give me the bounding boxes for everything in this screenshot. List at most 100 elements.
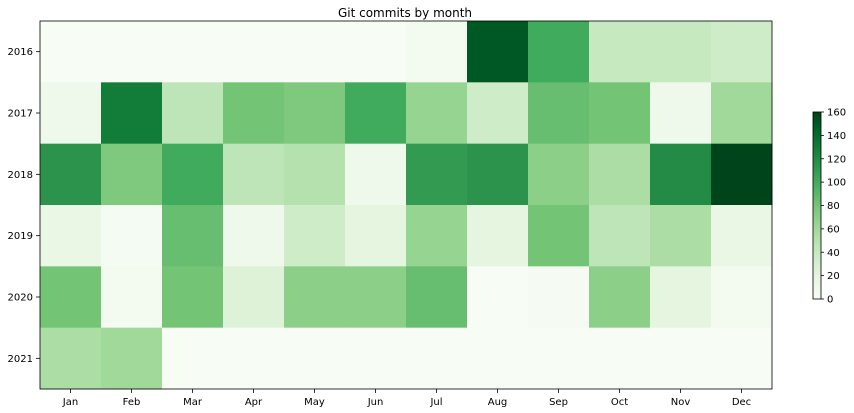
heatmap-cell-2017-jun <box>345 82 407 145</box>
x-tick-label-dec: Dec <box>732 397 751 408</box>
heatmap-cell-2019-jun <box>345 205 407 267</box>
heatmap-cell-2016-jul <box>406 21 468 83</box>
chart-title: Git commits by month <box>338 6 472 20</box>
heatmap-cell-2016-apr <box>223 21 285 83</box>
heatmap-cell-2019-sep <box>528 205 590 267</box>
heatmap-cell-2020-dec <box>711 266 773 329</box>
heatmap-cell-2020-oct <box>589 266 651 329</box>
heatmap-cell-2017-apr <box>223 82 285 145</box>
colorbar-tick-label-140: 140 <box>827 131 846 142</box>
heatmap-cell-2020-feb <box>101 266 163 329</box>
heatmap-cell-2017-feb <box>101 82 163 145</box>
heatmap-cell-2018-apr <box>223 143 285 206</box>
heatmap-cell-2019-oct <box>589 205 651 267</box>
y-tick-label-2021: 2021 <box>8 354 33 365</box>
heatmap-cell-2018-aug <box>467 143 529 206</box>
colorbar: 0 20 40 60 80 100 120 140 160 <box>812 108 846 306</box>
heatmap-cell-2018-jan <box>40 143 102 206</box>
x-tick-label-jun: Jun <box>367 397 384 408</box>
heatmap-cell-2018-mar <box>162 143 224 206</box>
colorbar-tick-label-100: 100 <box>827 178 846 189</box>
x-tick-label-oct: Oct <box>611 397 628 408</box>
heatmap-cell-2017-may <box>284 82 346 145</box>
heatmap-cell-2018-feb <box>101 143 163 206</box>
x-tick-label-jul: Jul <box>429 397 442 408</box>
heatmap-cell-2017-aug <box>467 82 529 145</box>
x-tick-label-nov: Nov <box>671 397 691 408</box>
heatmap-cell-2016-sep <box>528 21 590 83</box>
heatmap-cell-2018-may <box>284 143 346 206</box>
heatmap-cell-2021-dec <box>711 327 773 390</box>
heatmap-cell-2021-jul <box>406 327 468 390</box>
x-tick-label-may: May <box>304 397 325 408</box>
heatmap-cell-2016-may <box>284 21 346 83</box>
x-tick-label-apr: Apr <box>245 397 263 408</box>
heatmap-cell-2018-sep <box>528 143 590 206</box>
heatmap-cell-2021-apr <box>223 327 285 390</box>
x-tick-label-mar: Mar <box>183 397 203 408</box>
heatmap-cell-2020-sep <box>528 266 590 329</box>
heatmap-cell-2017-sep <box>528 82 590 145</box>
heatmap-cell-2020-jun <box>345 266 407 329</box>
heatmap-cell-2021-aug <box>467 327 529 390</box>
y-tick-label-2018: 2018 <box>8 170 33 181</box>
heatmap-cell-2016-nov <box>650 21 712 83</box>
heatmap-cell-2018-jun <box>345 143 407 206</box>
x-tick-label-aug: Aug <box>488 397 508 408</box>
heatmap-cell-2019-dec <box>711 205 773 267</box>
heatmap-cell-2017-jan <box>40 82 102 145</box>
heatmap-cell-2020-jan <box>40 266 102 329</box>
colorbar-tick-label-40: 40 <box>827 248 840 259</box>
plot-frame <box>39 20 773 390</box>
heatmap-cell-2017-nov <box>650 82 712 145</box>
heatmap-cell-2021-may <box>284 327 346 390</box>
heatmap-cell-2021-feb <box>101 327 163 390</box>
colorbar-tick-label-60: 60 <box>827 224 840 235</box>
heatmap-cell-2019-mar <box>162 205 224 267</box>
heatmap-cell-2018-oct <box>589 143 651 206</box>
heatmap-cell-2016-jan <box>40 21 102 83</box>
heatmap-cell-2017-jul <box>406 82 468 145</box>
y-tick-label-2017: 2017 <box>8 109 33 120</box>
heatmap-cell-2019-aug <box>467 205 529 267</box>
axes: Jan Feb Mar Apr May Jun Jul Aug Sep Oct Nov Dec 2016… <box>8 47 752 408</box>
heatmap-cell-2021-mar <box>162 327 224 390</box>
heatmap-cell-2021-nov <box>650 327 712 390</box>
x-tick-label-feb: Feb <box>123 397 141 408</box>
heatmap-cell-2021-sep <box>528 327 590 390</box>
heatmap-cell-2020-mar <box>162 266 224 329</box>
heatmap-cell-2019-jul <box>406 205 468 267</box>
heatmap-cell-2020-nov <box>650 266 712 329</box>
heatmap-cell-2020-aug <box>467 266 529 329</box>
colorbar-tick-label-120: 120 <box>827 154 846 165</box>
colorbar-tick-label-20: 20 <box>827 271 840 282</box>
heatmap-cell-2016-mar <box>162 21 224 83</box>
heatmap-cell-2019-jan <box>40 205 102 267</box>
colorbar-tick-label-0: 0 <box>827 295 833 306</box>
y-tick-label-2020: 2020 <box>8 293 33 304</box>
heatmap-cell-2020-apr <box>223 266 285 329</box>
x-tick-label-jan: Jan <box>62 397 78 408</box>
heatmap-cell-2017-oct <box>589 82 651 145</box>
heatmap-cell-2016-oct <box>589 21 651 83</box>
y-tick-label-2016: 2016 <box>8 47 33 58</box>
heatmap-cell-2018-dec <box>711 143 773 206</box>
heatmap-cell-2016-jun <box>345 21 407 83</box>
heatmap-cell-2019-may <box>284 205 346 267</box>
colorbar-tick-label-160: 160 <box>827 108 846 119</box>
heatmap-cell-2017-dec <box>711 82 773 145</box>
heatmap-cell-2019-feb <box>101 205 163 267</box>
heatmap-cell-2016-aug <box>467 21 529 83</box>
heatmap-cell-2020-jul <box>406 266 468 329</box>
heatmap-cell-2019-nov <box>650 205 712 267</box>
heatmap-cell-2021-oct <box>589 327 651 390</box>
heatmap-cells <box>40 21 773 390</box>
heatmap-cell-2016-dec <box>711 21 773 83</box>
heatmap-cell-2018-nov <box>650 143 712 206</box>
y-tick-label-2019: 2019 <box>8 231 33 242</box>
heatmap-cell-2020-may <box>284 266 346 329</box>
colorbar-tick-label-80: 80 <box>827 201 840 212</box>
heatmap-cell-2018-jul <box>406 143 468 206</box>
heatmap-cell-2019-apr <box>223 205 285 267</box>
